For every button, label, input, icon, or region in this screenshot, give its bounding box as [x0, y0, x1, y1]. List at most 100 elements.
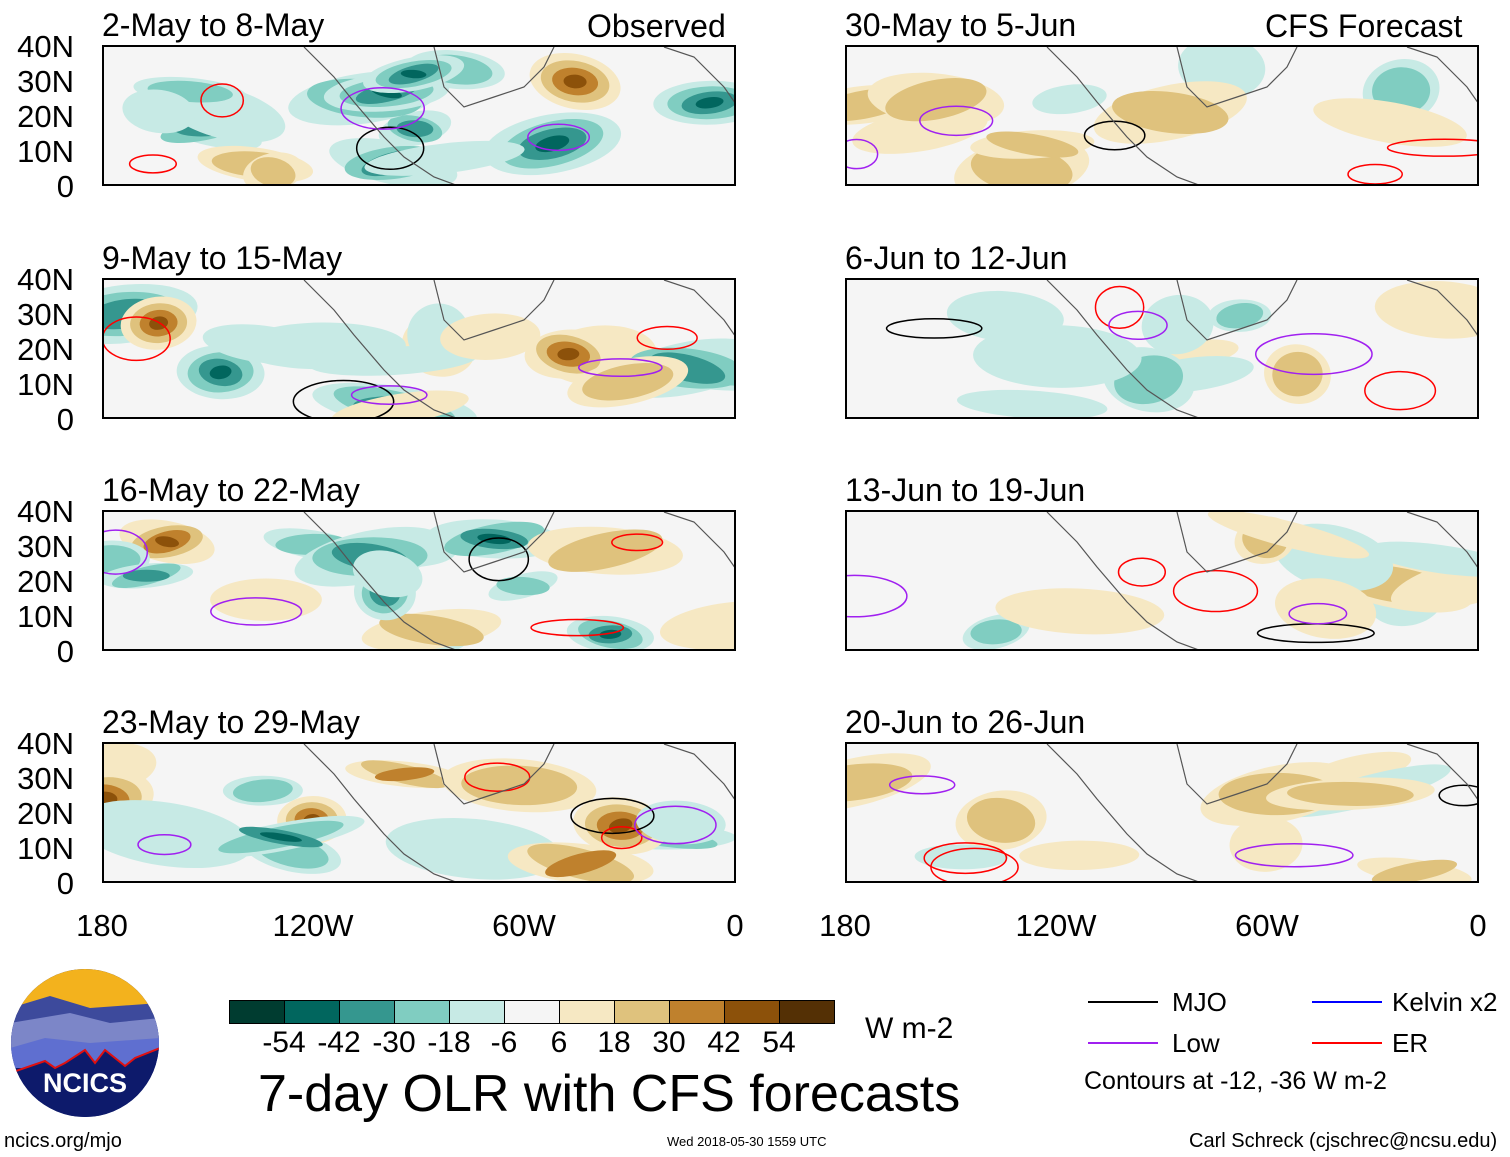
olr-map-panel — [845, 278, 1479, 419]
panel-title: 2-May to 8-May — [102, 7, 325, 43]
contours-note: Contours at -12, -36 W m-2 — [1084, 1067, 1387, 1095]
lat-tick-label: 30N — [17, 297, 74, 332]
wave-contour — [1386, 138, 1477, 157]
olr-anomaly — [104, 800, 253, 869]
wave-contour — [570, 797, 655, 835]
wave-contour — [200, 83, 245, 118]
wave-contour — [464, 762, 531, 792]
site-url[interactable]: ncics.org/mjo — [4, 1130, 122, 1152]
olr-map-panel — [845, 45, 1479, 186]
olr-anomaly — [396, 120, 434, 138]
colorbar-swatch — [560, 1001, 615, 1023]
olr-anomaly — [885, 78, 987, 122]
olr-anomaly — [1141, 294, 1214, 355]
wave-contour — [527, 123, 591, 152]
lat-tick-label: 30N — [17, 64, 74, 99]
wave-contour — [847, 138, 879, 170]
panel-title: 6-Jun to 12-Jun — [845, 240, 1068, 276]
colorbar-label: 6 — [550, 1026, 568, 1059]
olr-anomaly — [209, 365, 232, 380]
colorbar-swatch — [395, 1001, 450, 1023]
olr-anomaly — [259, 832, 302, 842]
legend-mjo-line — [1088, 1001, 1158, 1003]
wave-contour — [1347, 163, 1403, 184]
coastline — [1046, 512, 1477, 649]
olr-anomaly — [1032, 84, 1107, 115]
lon-tick-label: 0 — [726, 908, 744, 943]
olr-anomaly — [1019, 840, 1140, 871]
colorbar-label: 30 — [652, 1026, 686, 1059]
olr-anomaly — [545, 850, 617, 878]
legend-kelvin-line — [1312, 1001, 1382, 1003]
olr-anomaly — [608, 818, 633, 834]
olr-map-panel — [102, 45, 736, 186]
olr-anomaly — [1374, 281, 1477, 339]
wave-contour — [634, 805, 717, 845]
wave-contour — [847, 574, 908, 618]
wave-contour — [1108, 310, 1168, 341]
coastline — [303, 512, 734, 649]
lat-tick-label: 30N — [17, 761, 74, 796]
olr-anomaly — [331, 390, 469, 417]
olr-anomaly — [379, 613, 484, 647]
lon-tick-label: 180 — [819, 908, 871, 943]
wave-contour — [1234, 842, 1354, 868]
colorbar-units: W m-2 — [865, 1012, 954, 1045]
colorbar-label: -42 — [317, 1026, 361, 1059]
colorbar-swatch — [725, 1001, 780, 1023]
wave-contour — [137, 833, 192, 856]
wave-contour — [1438, 784, 1477, 807]
olr-anomaly — [1112, 90, 1229, 134]
lon-tick-label: 120W — [272, 908, 354, 943]
legend-er-line — [1312, 1042, 1382, 1044]
wave-contour — [1364, 370, 1437, 411]
olr-map-panel — [845, 510, 1479, 651]
wave-contour — [355, 126, 425, 171]
wave-contour — [885, 318, 983, 339]
lat-tick-label: 40N — [17, 726, 74, 761]
olr-anomaly — [563, 74, 587, 89]
colorbar-label: 42 — [707, 1026, 741, 1059]
olr-anomaly — [986, 131, 1079, 158]
olr-anomaly — [914, 844, 1009, 870]
lat-tick-label: 0 — [56, 866, 74, 901]
wave-contour — [340, 87, 426, 130]
colorbar-swatch — [505, 1001, 560, 1023]
wave-contour — [578, 358, 663, 378]
wave-contour — [210, 597, 303, 626]
wave-contour — [636, 325, 698, 351]
olr-anomaly — [202, 324, 324, 365]
olr-anomaly — [995, 588, 1165, 635]
olr-anomaly — [104, 545, 141, 573]
lon-tick-label: 60W — [1235, 908, 1299, 943]
lon-tick-label: 0 — [1469, 908, 1487, 943]
olr-anomaly — [956, 389, 1108, 417]
lat-tick-label: 20N — [17, 796, 74, 831]
colorbar-label: 18 — [597, 1026, 631, 1059]
colorbar-label: 54 — [762, 1026, 796, 1059]
olr-anomaly — [496, 576, 550, 596]
olr-anomaly — [400, 69, 427, 79]
wave-contour — [104, 316, 171, 362]
colorbar-label: -18 — [427, 1026, 471, 1059]
observed-label: Observed — [587, 8, 726, 44]
panel-title: 16-May to 22-May — [102, 472, 360, 508]
legend-low-line — [1088, 1042, 1158, 1044]
olr-anomaly — [374, 767, 435, 782]
lat-tick-label: 40N — [17, 29, 74, 64]
olr-anomaly — [535, 135, 570, 153]
lat-tick-label: 40N — [17, 494, 74, 529]
olr-anomaly — [210, 578, 322, 621]
olr-map-panel — [102, 278, 736, 419]
lat-tick-label: 10N — [17, 367, 74, 402]
olr-anomaly — [548, 529, 663, 572]
olr-map-panel — [845, 742, 1479, 883]
wave-contour — [611, 533, 664, 552]
coastline — [303, 280, 734, 417]
olr-map-panel — [102, 510, 736, 651]
olr-anomaly — [582, 363, 674, 401]
wave-contour — [600, 826, 643, 850]
colorbar-label: -30 — [372, 1026, 416, 1059]
colorbar-swatch — [780, 1001, 834, 1023]
